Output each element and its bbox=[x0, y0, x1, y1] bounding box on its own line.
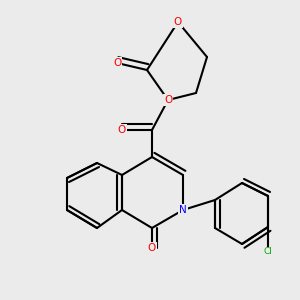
Text: O: O bbox=[118, 125, 126, 135]
Text: N: N bbox=[179, 205, 187, 215]
Text: O: O bbox=[113, 58, 121, 68]
Text: O: O bbox=[148, 243, 156, 253]
Text: O: O bbox=[174, 17, 182, 27]
Text: Cl: Cl bbox=[264, 248, 272, 256]
Text: O: O bbox=[164, 95, 172, 105]
